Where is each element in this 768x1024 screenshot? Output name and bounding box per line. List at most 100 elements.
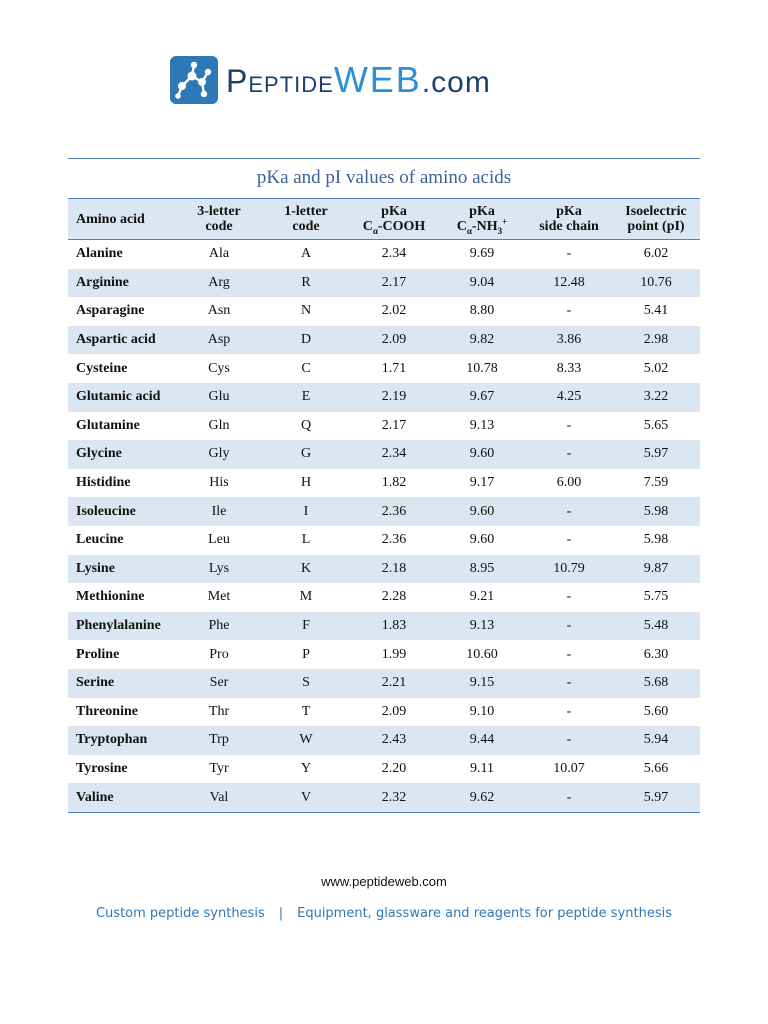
table-row: Histidine His H 1.82 9.17 6.00 7.59 (68, 469, 700, 498)
cell-three-letter-code: Asp (207, 332, 231, 348)
cell-pka-side-chain: - (526, 783, 612, 813)
brand-accent-text: WEB (333, 59, 422, 100)
cell-three-letter-code: Cys (208, 360, 230, 376)
cell-pka-side-chain: - (566, 446, 572, 462)
cell-three-letter-code: Arg (208, 274, 230, 290)
cell-isoelectric-point: 6.30 (643, 646, 669, 662)
footer-links: Custom peptide synthesis | Equipment, glas… (0, 906, 768, 921)
cell-amino-acid-name: Proline (76, 646, 120, 662)
cell-pka-cooh: 2.09 (381, 332, 407, 348)
table-row: Glutamic acid Glu E 2.19 9.67 4.25 3.22 (68, 382, 700, 412)
cell-isoelectric-point: 5.98 (643, 503, 669, 519)
cell-amino-acid-name: Alanine (76, 246, 123, 262)
cell-amino-acid-name: Arginine (76, 274, 129, 290)
cell-one-letter-code: E (301, 389, 311, 405)
table-header-row: Amino acid 3-letter code 1-letter code pKa… (68, 198, 700, 240)
brand-wordmark: Peptide WEB .com (226, 62, 491, 98)
table-row: Alanine Ala A 2.34 9.69 - 6.02 (68, 240, 700, 269)
cell-pka-nh3: 9.10 (469, 703, 495, 719)
cell-pka-side-chain: - (566, 618, 572, 634)
cell-amino-acid-name: Asparagine (76, 303, 145, 319)
website-url[interactable]: www.peptideweb.com (321, 874, 447, 889)
header-three-letter-line2: code (205, 219, 233, 234)
cell-isoelectric-point: 7.59 (643, 475, 669, 491)
brand-suffix-text: .com (421, 66, 491, 99)
cell-isoelectric-point: 5.48 (643, 618, 669, 634)
header-one-letter: 1-letter code (262, 198, 350, 240)
cell-pka-cooh: 2.32 (350, 783, 438, 813)
table-row: Isoleucine Ile I 2.36 9.60 - 5.98 (68, 497, 700, 526)
table-body: Alanine Ala A 2.34 9.69 - 6.02 Arginine Arg R 2.17… (68, 240, 700, 813)
cell-three-letter-code: Met (207, 589, 231, 605)
footer-link-custom-synthesis[interactable]: Custom peptide synthesis (95, 906, 265, 921)
cell-one-letter-code: T (301, 703, 311, 719)
cell-pka-cooh: 2.34 (381, 246, 407, 262)
cell-pka-side-chain: 6.00 (556, 475, 582, 491)
cell-pka-cooh: 2.17 (381, 417, 407, 433)
cell-amino-acid-name: Leucine (76, 532, 124, 548)
cell-pka-nh3: 8.95 (469, 560, 495, 576)
cell-one-letter-code: Y (300, 760, 312, 776)
cell-pka-nh3: 9.11 (470, 760, 494, 776)
cell-pka-side-chain: - (566, 503, 572, 519)
cell-amino-acid-name: Tyrosine (76, 760, 128, 776)
table-row: Leucine Leu L 2.36 9.60 - 5.98 (68, 526, 700, 555)
cell-pka-cooh: 1.71 (381, 360, 407, 376)
cell-amino-acid-name: Aspartic acid (76, 332, 156, 348)
cell-amino-acid-name: Isoleucine (76, 503, 136, 519)
cell-isoelectric-point: 5.97 (643, 446, 669, 462)
table-row: Asparagine Asn N 2.02 8.80 - 5.41 (68, 297, 700, 326)
table-row: Methionine Met M 2.28 9.21 - 5.75 (68, 583, 700, 612)
cell-isoelectric-point: 5.66 (643, 760, 669, 776)
table-row: Cysteine Cys C 1.71 10.78 8.33 5.02 (68, 354, 700, 383)
header-pka-cooh-line1: pKa (381, 204, 407, 219)
table-row: Serine Ser S 2.21 9.15 - 5.68 (68, 668, 700, 698)
cell-isoelectric-point: 5.94 (643, 732, 669, 748)
cell-pka-side-chain: - (566, 532, 572, 548)
cell-one-letter-code: R (301, 274, 311, 290)
footer-separator: | (278, 906, 284, 921)
table-row: Aspartic acid Asp D 2.09 9.82 3.86 2.98 (68, 325, 700, 355)
cell-pka-nh3: 9.04 (469, 274, 495, 290)
brand-logo[interactable]: Peptide WEB .com (170, 56, 491, 104)
cell-pka-side-chain: 10.79 (553, 560, 585, 576)
cell-pka-nh3: 9.13 (469, 618, 495, 634)
cell-one-letter-code: A (300, 246, 312, 262)
cell-three-letter-code: Ile (211, 503, 227, 519)
header-three-letter-line1: 3-letter (197, 204, 241, 219)
cell-isoelectric-point: 5.68 (643, 675, 669, 691)
cell-pka-cooh: 1.83 (381, 618, 407, 634)
cell-pka-nh3: 9.60 (469, 532, 495, 548)
cell-one-letter-code: W (299, 732, 313, 748)
table-row: Phenylalanine Phe F 1.83 9.13 - 5.48 (68, 611, 700, 641)
cell-pka-cooh: 2.36 (381, 532, 407, 548)
cell-isoelectric-point: 5.75 (643, 589, 669, 605)
cell-amino-acid-name: Threonine (76, 703, 138, 719)
cell-amino-acid-name: Cysteine (76, 360, 128, 376)
cell-pka-cooh: 2.19 (381, 389, 407, 405)
molecule-icon (170, 56, 218, 104)
cell-one-letter-code: S (302, 675, 310, 691)
cell-pka-cooh: 2.18 (381, 560, 407, 576)
header-pka-cooh-sub: α (372, 225, 378, 236)
cell-pka-side-chain: 8.33 (556, 360, 582, 376)
table-row: Tryptophan Trp W 2.43 9.44 - 5.94 (68, 726, 700, 755)
cell-isoelectric-point: 10.76 (640, 274, 672, 290)
cell-pka-cooh: 2.34 (381, 446, 407, 462)
cell-isoelectric-point: 6.02 (643, 246, 669, 262)
cell-isoelectric-point: 2.98 (643, 332, 669, 348)
footer-link-equipment[interactable]: Equipment, glassware and reagents for pe… (297, 906, 673, 921)
cell-amino-acid-name: Methionine (76, 589, 145, 605)
header-pka-nh3-sup: + (502, 216, 508, 227)
cell-pka-cooh: 1.82 (381, 475, 407, 491)
cell-pka-nh3: 9.13 (469, 417, 495, 433)
cell-isoelectric-point: 9.87 (643, 560, 669, 576)
cell-pka-nh3: 10.78 (466, 360, 498, 376)
cell-pka-cooh: 2.28 (381, 589, 407, 605)
cell-one-letter-code: M (299, 589, 313, 605)
cell-amino-acid-name: Valine (68, 783, 176, 813)
cell-pka-nh3: 10.60 (466, 646, 498, 662)
header-pka-nh3-line1: pKa (469, 204, 495, 219)
cell-isoelectric-point: 5.41 (643, 303, 669, 319)
cell-pka-nh3: 9.15 (469, 675, 495, 691)
